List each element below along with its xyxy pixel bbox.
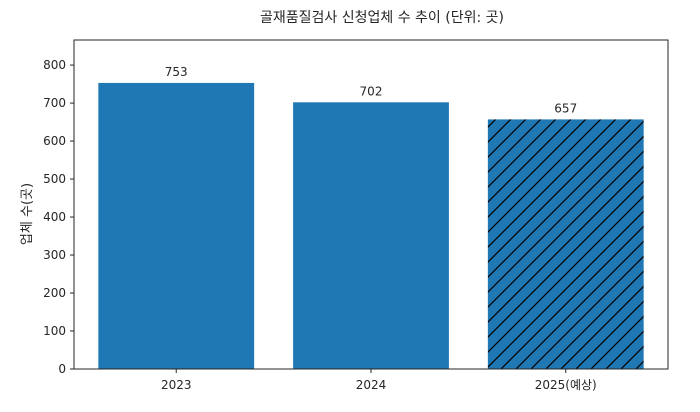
data-label-1: 702	[360, 84, 383, 98]
data-label-0: 753	[165, 65, 188, 79]
y-tick-label-8: 800	[43, 58, 66, 72]
bar-1	[293, 102, 449, 370]
x-tick-label-0: 2023	[161, 378, 192, 392]
y-axis-label: 업체 수(곳)	[20, 183, 35, 245]
y-tick-label-6: 600	[43, 134, 66, 148]
x-tick-label-2: 2025(예상)	[535, 378, 597, 392]
x-tick-label-1: 2024	[356, 378, 387, 392]
y-tick-label-7: 700	[43, 96, 66, 110]
y-tick-label-3: 300	[43, 248, 66, 262]
y-tick-label-4: 400	[43, 210, 66, 224]
plot-area: 753 2023 702 2024 657 2025(예상) 0 100 200 300 400 50…	[43, 39, 669, 392]
y-tick-label-1: 100	[43, 324, 66, 338]
y-tick-label-5: 500	[43, 172, 66, 186]
data-label-2: 657	[554, 101, 577, 115]
y-tick-label-0: 0	[58, 362, 66, 376]
bar-2	[487, 119, 644, 369]
y-tick-label-2: 200	[43, 286, 66, 300]
chart-title: 골재품질검사 신청업체 수 추이 (단위: 곳)	[260, 10, 504, 26]
bar-0	[98, 82, 255, 369]
plot-frame	[73, 39, 669, 370]
